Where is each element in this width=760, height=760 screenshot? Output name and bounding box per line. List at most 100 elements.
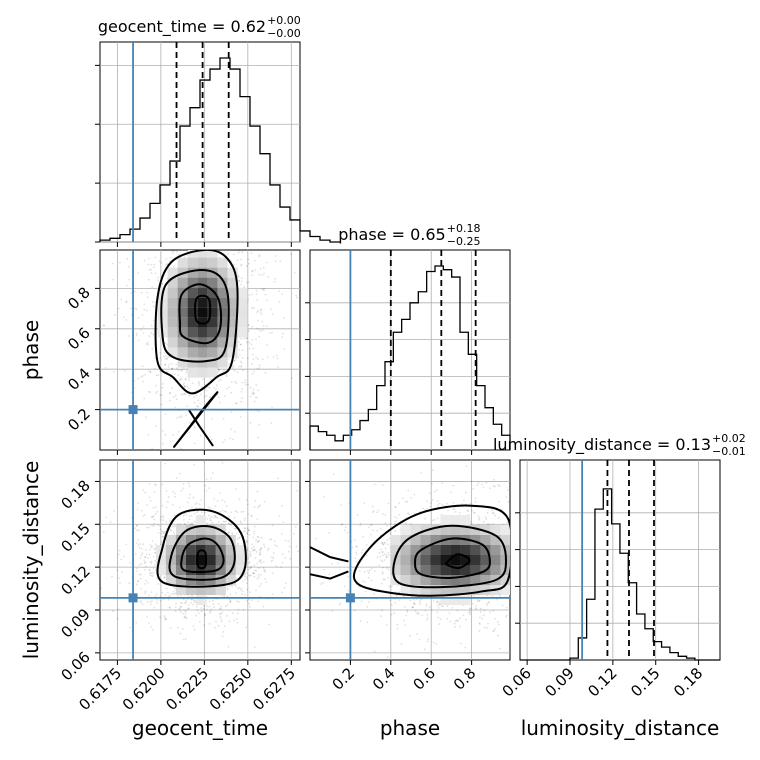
sample-point: [461, 503, 464, 505]
sample-point: [364, 581, 367, 584]
sample-point: [395, 594, 398, 597]
sample-point: [136, 524, 138, 527]
sample-point: [382, 513, 384, 516]
density-cell: [195, 585, 206, 595]
sample-point: [232, 612, 234, 615]
sample-point: [517, 547, 519, 549]
marginal-frame: [519, 459, 721, 661]
sample-point: [258, 505, 261, 508]
sample-point: [208, 622, 211, 625]
sample-point: [478, 517, 481, 520]
sample-point: [134, 552, 137, 555]
sample-point: [151, 575, 154, 578]
sample-point: [272, 552, 275, 554]
sample-point: [250, 574, 253, 577]
density-cell: [177, 327, 188, 338]
density-cell: [175, 535, 186, 545]
density-cell: [400, 525, 411, 535]
sample-point: [515, 547, 517, 549]
sample-point: [155, 392, 157, 394]
sample-point: [122, 555, 125, 558]
density-cell: [440, 545, 451, 555]
sample-point: [103, 324, 106, 327]
density-cell: [205, 565, 216, 575]
sample-point: [143, 562, 146, 564]
density-cell: [225, 575, 236, 585]
sample-point: [137, 529, 140, 532]
sample-point: [262, 567, 265, 569]
sample-point: [409, 599, 412, 602]
sample-point: [260, 561, 262, 564]
sample-point: [190, 523, 193, 526]
sample-point: [459, 625, 461, 628]
sample-point: [233, 619, 236, 622]
sample-point: [483, 626, 486, 629]
sample-point: [245, 499, 248, 502]
sample-point: [154, 272, 157, 275]
sample-point: [133, 673, 135, 675]
sample-point: [197, 244, 199, 246]
sample-point: [228, 598, 231, 601]
sample-point: [232, 366, 234, 369]
sample-point: [171, 593, 173, 595]
sample-point: [258, 335, 261, 338]
sample-point: [501, 604, 504, 607]
sample-point: [268, 623, 270, 626]
sample-point: [513, 492, 515, 494]
sample-point: [385, 554, 387, 557]
sample-point: [244, 383, 247, 386]
density-cell: [480, 535, 491, 545]
sample-point: [228, 515, 231, 518]
density-cell: [215, 535, 226, 545]
sample-point: [203, 460, 205, 463]
sample-point: [166, 371, 169, 373]
sample-point: [518, 596, 520, 598]
sample-point: [487, 601, 490, 604]
sample-point: [245, 582, 248, 585]
sample-point: [197, 405, 199, 408]
sample-point: [144, 513, 147, 516]
sample-point: [254, 269, 256, 272]
sample-point: [241, 453, 243, 455]
sample-point: [159, 394, 162, 396]
sample-point: [426, 640, 429, 643]
contour-line: [154, 250, 239, 395]
y-tick-label: 0.4: [64, 364, 94, 394]
sample-point: [125, 319, 128, 321]
sample-point: [274, 277, 277, 280]
density-cell: [225, 545, 236, 555]
sample-point: [150, 603, 152, 606]
sample-point: [369, 523, 372, 526]
sample-point: [189, 422, 191, 424]
sample-point: [125, 300, 128, 303]
sample-point: [186, 608, 188, 611]
sample-point: [402, 497, 404, 500]
sample-point: [271, 331, 274, 334]
sample-point: [436, 601, 439, 604]
sample-point: [183, 616, 186, 619]
sample-point: [151, 545, 153, 548]
sample-point: [435, 601, 438, 604]
sample-point: [258, 553, 261, 555]
sample-point: [179, 369, 182, 372]
sample-point: [240, 343, 242, 346]
sample-point: [247, 562, 250, 564]
sample-point: [219, 250, 222, 252]
sample-point: [478, 600, 481, 603]
density-cell: [470, 565, 481, 575]
contour-line: [196, 549, 208, 570]
sample-point: [517, 543, 519, 545]
sample-point: [236, 259, 239, 262]
sample-point: [246, 357, 249, 360]
density-cell: [175, 585, 186, 595]
density-cell: [177, 317, 188, 328]
density-cell: [177, 347, 188, 358]
sample-point: [512, 586, 514, 588]
sample-point: [141, 552, 144, 554]
sample-point: [239, 415, 242, 418]
sample-point: [233, 431, 236, 433]
density-cell: [187, 347, 198, 358]
sample-point: [87, 511, 89, 513]
sample-point: [394, 506, 397, 509]
density-cell: [217, 347, 228, 358]
